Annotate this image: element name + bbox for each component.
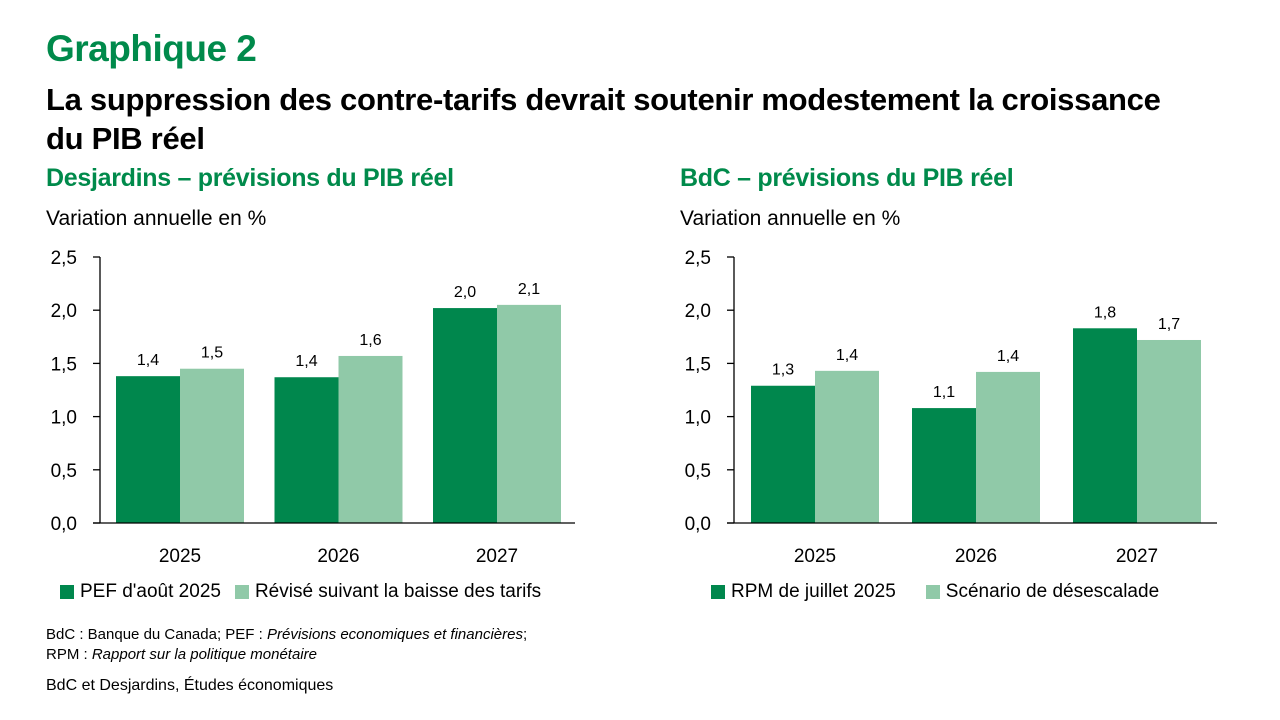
source-note: BdC et Desjardins, Études économiques [46,677,334,694]
legend-label: RPM de juillet 2025 [731,581,896,602]
left-bar-chart: 1,4 1,5 2025 1,4 1,6 2026 2,0 2,1 2027 0,0 0,5 1,0 1… [51,248,575,567]
bar-2025-series-1 [180,368,244,523]
bar-2027-series-0 [433,308,497,523]
bar-2027-series-1 [497,304,561,523]
data-label: 1,1 [933,384,955,401]
x-tick-label: 2027 [1116,546,1158,567]
footnote-italic: Prévisions economiques et financières [266,626,523,643]
footnote-italic: Rapport sur la politique monétaire [91,646,317,663]
legend-label: Scénario de désescalade [945,581,1160,602]
page-title: La suppression des contre-tarifs devrait… [46,82,1161,156]
right-chart-ylabel: Variation annuelle en % [680,207,901,230]
figure-label: Graphique 2 [46,28,257,69]
data-label: 1,4 [836,347,858,364]
bar-2025-series-0 [116,376,180,523]
x-tick-label: 2027 [476,546,518,567]
data-label: 1,8 [1094,304,1116,321]
bar-2027-series-0 [1073,328,1137,523]
y-tick-label: 1,0 [51,408,77,429]
y-tick-label: 0,5 [685,461,711,482]
bar-2026-series-1 [976,371,1040,523]
footnote-abbreviations-2: RPM : Rapport sur la politique monétaire [46,646,317,663]
bar-2025-series-1 [815,370,879,523]
y-tick-label: 0,5 [51,461,77,482]
y-tick-label: 1,5 [51,354,77,375]
bar-2026-series-0 [912,408,976,523]
legend-item-revise: Révisé suivant la baisse des tarifs [234,581,542,603]
x-tick-label: 2025 [159,546,201,567]
data-label: 1,5 [201,345,223,362]
y-tick-label: 1,0 [685,408,711,429]
footnote-text: BdC : Banque du Canada; PEF : [46,626,267,643]
legend-swatch-dark [60,585,74,599]
x-tick-label: 2026 [317,546,359,567]
y-tick-label: 2,0 [685,301,711,322]
bar-2026-series-0 [274,377,339,523]
data-label: 1,4 [295,353,317,370]
right-chart-legend: RPM de juillet 2025 Scénario de désescal… [711,581,1189,603]
y-tick-label: 2,0 [51,301,77,322]
data-label: 1,7 [1158,316,1180,333]
left-chart-title: Desjardins – prévisions du PIB réel [46,164,454,192]
x-tick-label: 2026 [955,546,997,567]
x-tick-label: 2025 [794,546,836,567]
y-tick-label: 0,0 [51,514,77,535]
legend-item-rpm: RPM de juillet 2025 [711,581,896,603]
y-tick-label: 2,5 [51,248,77,269]
legend-label: PEF d'août 2025 [80,581,221,602]
footnote-text: RPM : [46,646,92,663]
data-label: 2,0 [454,284,476,301]
left-chart-ylabel: Variation annuelle en % [46,207,267,230]
right-bar-chart: 1,3 1,4 2025 1,1 1,4 2026 1,8 1,7 2027 0,0 0,5 1,0 1… [685,248,1217,567]
bar-2025-series-0 [751,385,815,523]
y-tick-label: 0,0 [685,514,711,535]
y-tick-label: 1,5 [685,354,711,375]
legend-swatch-dark [711,585,725,599]
legend-label: Révisé suivant la baisse des tarifs [254,581,542,602]
legend-item-desescalade: Scénario de désescalade [925,581,1160,603]
left-chart-legend: PEF d'août 2025 Révisé suivant la baisse… [60,581,555,603]
legend-item-pef: PEF d'août 2025 [60,581,221,603]
data-label: 1,6 [359,332,381,349]
right-chart-title: BdC – prévisions du PIB réel [680,164,1014,192]
footnote-text: ; [522,626,528,643]
data-label: 1,4 [137,352,159,369]
footnote-abbreviations-1: BdC : Banque du Canada; PEF : Prévisions… [46,626,527,643]
legend-swatch-light [234,585,249,599]
bar-2027-series-1 [1137,339,1201,523]
bar-2026-series-1 [338,355,403,523]
data-label: 2,1 [518,281,540,298]
y-tick-label: 2,5 [685,248,711,269]
data-label: 1,3 [772,362,794,379]
legend-swatch-light [925,585,940,599]
data-label: 1,4 [997,348,1019,365]
